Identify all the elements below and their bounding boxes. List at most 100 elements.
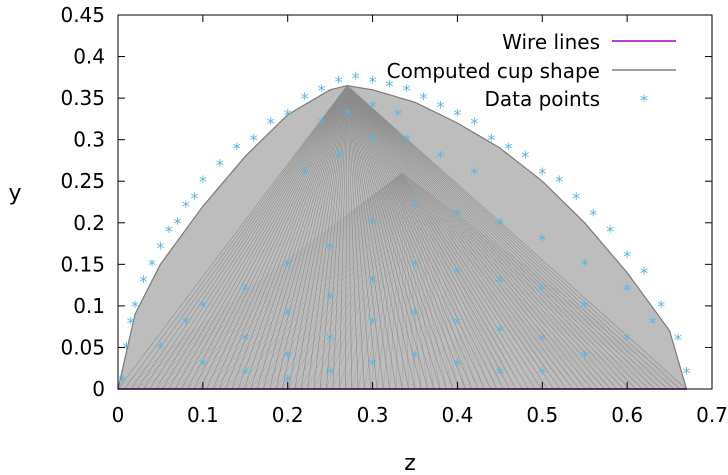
- cup-shape-line: [402, 172, 599, 390]
- data-point: *: [343, 106, 351, 125]
- data-point: *: [403, 131, 411, 150]
- data-point: *: [606, 222, 614, 241]
- data-point: *: [241, 280, 249, 299]
- data-point: *: [496, 363, 504, 382]
- data-point: *: [623, 280, 631, 299]
- cup-shape-line: [263, 85, 348, 390]
- cup-shape-line: [346, 85, 656, 390]
- cup-shape-surface: [117, 84, 688, 390]
- cup-shape-line: [256, 85, 348, 390]
- cup-shape-line: [402, 172, 416, 390]
- data-point: *: [369, 97, 377, 116]
- data-point: *: [623, 330, 631, 349]
- cup-shape-line: [346, 85, 422, 390]
- data-point: *: [470, 114, 478, 133]
- cup-shape-line: [237, 85, 348, 390]
- data-point: *: [284, 372, 292, 391]
- x-axis-label: z: [404, 451, 416, 475]
- data-point: *: [453, 314, 461, 333]
- data-point: *: [521, 147, 529, 166]
- cup-shape-line: [402, 172, 580, 390]
- cup-shape-line: [288, 172, 403, 390]
- cup-shape-line: [193, 85, 348, 390]
- x-tick-labels: 0 0.1 0.2 0.3 0.4 0.5 0.6 0.7: [112, 403, 728, 427]
- cup-shape-line: [346, 85, 637, 390]
- data-point: *: [538, 164, 546, 183]
- cup-shape-line: [225, 85, 348, 390]
- cup-shape-line: [346, 85, 409, 390]
- data-point: *: [369, 314, 377, 333]
- cup-shape-line: [275, 172, 403, 390]
- cup-shape-line: [149, 85, 348, 390]
- cup-shape-line: [402, 172, 611, 390]
- data-point: *: [369, 72, 377, 91]
- cup-shape-line: [346, 85, 580, 390]
- cup-shape-line: [281, 85, 348, 390]
- data-point: *: [649, 314, 657, 333]
- data-point: *: [301, 164, 309, 183]
- data-point: *: [496, 214, 504, 233]
- cup-shape-line: [402, 172, 624, 390]
- cup-shape-line: [346, 85, 485, 390]
- cup-shape-line: [402, 172, 687, 390]
- y-tick-label: 0.1: [73, 294, 105, 318]
- cup-shape-line: [346, 85, 460, 390]
- cup-shape-line: [346, 85, 555, 390]
- cup-shape-line: [346, 85, 593, 390]
- data-point: *: [131, 297, 139, 316]
- cup-shape-line: [162, 172, 403, 390]
- data-point: *: [199, 297, 207, 316]
- cup-shape-line: [402, 172, 649, 390]
- cup-shape-line: [307, 85, 348, 390]
- cup-shape-line: [332, 85, 348, 390]
- cup-shape-line: [346, 85, 504, 390]
- data-point: *: [118, 372, 126, 391]
- legend: Wire lines Computed cup shape Data point…: [387, 30, 676, 111]
- cup-shape-line: [346, 85, 498, 390]
- cup-shape-line: [346, 85, 510, 390]
- data-points-layer: * * * * * * * * * * * * * * * * * * * * * * * * * * * * * * * * * * * * * * * *…: [118, 68, 690, 390]
- data-point: *: [674, 330, 682, 349]
- cup-shape-line: [346, 85, 365, 390]
- data-point: *: [284, 347, 292, 366]
- cup-shape-line: [332, 172, 403, 390]
- data-point: *: [386, 77, 394, 96]
- data-point: *: [241, 363, 249, 382]
- data-point: *: [640, 264, 648, 283]
- cup-shape-line: [218, 172, 403, 390]
- cup-shape-line: [346, 85, 687, 390]
- data-point: *: [403, 81, 411, 100]
- cup-shape-line: [346, 85, 479, 390]
- cup-shape-line: [206, 85, 348, 390]
- data-point: *: [190, 189, 198, 208]
- y-axis-label: y: [8, 181, 21, 206]
- cup-shape-line: [346, 85, 378, 390]
- cup-shape-line: [402, 172, 523, 390]
- cup-shape-line: [346, 85, 517, 390]
- data-point: *: [216, 156, 224, 175]
- cup-shape-line: [346, 85, 681, 390]
- cup-shape-line: [346, 85, 359, 390]
- data-point: *: [453, 106, 461, 125]
- cup-shape-line: [402, 172, 460, 390]
- legend-label-wire-lines: Wire lines: [502, 30, 600, 54]
- cup-shape-line: [231, 172, 403, 390]
- cup-shape-line: [346, 85, 384, 390]
- y-tick-label: 0: [92, 377, 105, 401]
- cup-shape-line: [402, 172, 630, 390]
- cup-shape-line: [338, 85, 348, 390]
- cup-shape-line: [346, 85, 447, 390]
- data-point: *: [436, 97, 444, 116]
- data-point: *: [436, 147, 444, 166]
- data-point: *: [496, 322, 504, 341]
- cup-shape-line: [346, 85, 630, 390]
- cup-shape-line: [402, 172, 668, 390]
- cup-shape-line: [180, 85, 348, 390]
- cup-shape-line: [300, 85, 348, 390]
- y-tick-label: 0.2: [73, 211, 105, 235]
- cup-shape-line: [402, 172, 592, 390]
- cup-shape-line: [346, 85, 561, 390]
- data-point: *: [555, 172, 563, 191]
- cup-shape-line: [346, 85, 574, 390]
